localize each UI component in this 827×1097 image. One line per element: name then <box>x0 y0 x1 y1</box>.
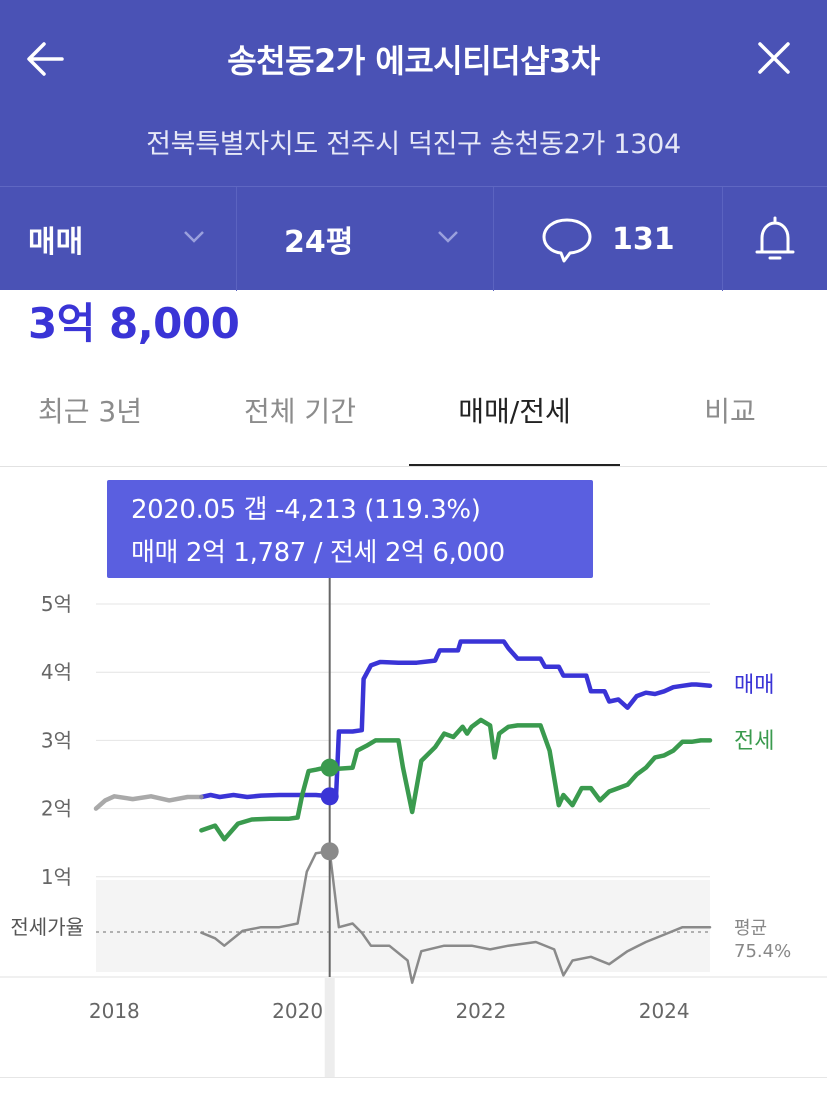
x-tick-label: 2020 <box>272 999 323 1023</box>
chevron-down-icon <box>438 231 458 243</box>
sale-marker <box>320 787 339 806</box>
y-tick-label: 1억 <box>41 865 72 889</box>
ratio-axis-label: 전세가율 <box>10 915 84 939</box>
average-value-label: 75.4% <box>734 941 791 962</box>
average-label: 평균 <box>734 918 767 939</box>
x-tick-label: 2018 <box>89 999 140 1023</box>
current-price: 3억 8,000 <box>28 299 240 348</box>
y-tick-label: 2억 <box>41 797 72 821</box>
series-label-jeonse: 전세 <box>734 729 774 754</box>
deal-type-select[interactable]: 매매 <box>28 187 208 291</box>
tab-compare[interactable]: 비교 <box>704 395 756 428</box>
bell-icon <box>755 216 795 260</box>
close-button[interactable] <box>752 36 796 80</box>
filter-bar: 매매 24평 131 <box>0 186 827 291</box>
series-label-sale: 매매 <box>734 673 774 698</box>
page-title: 송천동2가 에코시티더샵3차 <box>227 42 600 80</box>
tooltip-gap-line: 2020.05 갭 -4,213 (119.3%) <box>131 495 481 525</box>
size-select[interactable]: 24평 <box>284 187 464 291</box>
historic-price-line <box>93 794 204 811</box>
divider <box>722 187 723 291</box>
close-icon <box>758 42 790 74</box>
y-tick-label: 4억 <box>41 660 72 684</box>
header: 송천동2가 에코시티더샵3차 전북특별자치도 전주시 덕진구 송천동2가 130… <box>0 0 827 291</box>
jeonse-ratio-line <box>200 850 712 984</box>
jeonse-price-line <box>199 717 713 842</box>
divider <box>0 1077 827 1078</box>
cursor-handle <box>324 978 335 1077</box>
divider <box>236 187 237 291</box>
notification-button[interactable] <box>748 187 808 291</box>
y-tick-label: 5억 <box>41 592 72 616</box>
deal-type-label: 매매 <box>28 225 84 260</box>
period-tabs: 최근 3년 전체 기간 매매/전세 비교 <box>0 372 827 467</box>
ratio-marker <box>320 842 339 861</box>
size-label: 24평 <box>284 225 354 260</box>
comments-button[interactable]: 131 <box>540 187 690 291</box>
address: 전북특별자치도 전주시 덕진구 송천동2가 1304 <box>146 129 681 160</box>
x-tick-label: 2022 <box>455 999 506 1023</box>
comment-count: 131 <box>612 221 675 257</box>
divider <box>493 187 494 291</box>
x-tick-label: 2024 <box>639 999 690 1023</box>
jeonse-marker <box>320 758 339 777</box>
sale-price-line <box>199 639 713 800</box>
chevron-down-icon <box>184 231 204 243</box>
y-tick-label: 3억 <box>41 728 72 752</box>
tooltip-price-line: 매매 2억 1,787 / 전세 2억 6,000 <box>131 538 505 568</box>
comment-icon <box>542 218 592 263</box>
arrow-left-icon <box>27 42 64 76</box>
back-button[interactable] <box>22 36 72 82</box>
tab-sale-jeonse[interactable]: 매매/전세 <box>409 372 620 466</box>
tab-all-period[interactable]: 전체 기간 <box>244 395 356 428</box>
chart-tooltip: 2020.05 갭 -4,213 (119.3%) 매매 2억 1,787 / … <box>107 480 593 578</box>
tab-recent-3-years[interactable]: 최근 3년 <box>38 395 142 428</box>
